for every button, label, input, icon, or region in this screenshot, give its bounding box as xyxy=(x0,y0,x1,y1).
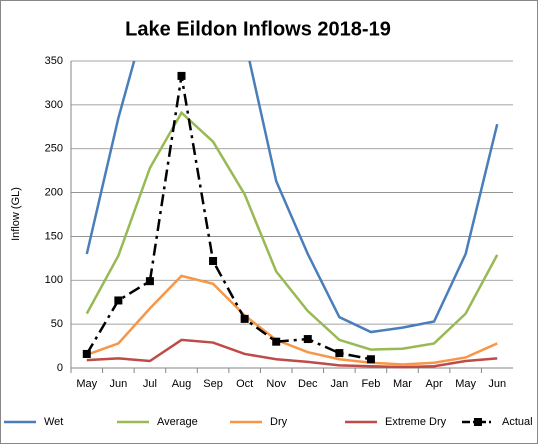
legend-label: Wet xyxy=(44,416,63,428)
y-tick-label: 200 xyxy=(45,186,63,198)
x-tick-label: Nov xyxy=(266,378,286,390)
legend-label: Dry xyxy=(270,416,288,428)
legend-label: Actual xyxy=(502,416,533,428)
series-line xyxy=(86,338,498,369)
series-line xyxy=(85,75,372,361)
point-marker xyxy=(240,314,249,323)
point-marker xyxy=(272,337,281,346)
plot-area xyxy=(82,61,499,369)
series-line xyxy=(86,274,498,366)
series-line xyxy=(85,61,499,334)
y-tick-label: 150 xyxy=(45,230,63,242)
chart-title: Lake Eildon Inflows 2018-19 xyxy=(125,18,391,40)
x-tick-label: Feb xyxy=(361,378,380,390)
x-tick-label: Sep xyxy=(203,378,223,390)
x-tick-label: Dec xyxy=(298,378,318,390)
point-marker xyxy=(335,349,344,358)
x-tick-label: Apr xyxy=(426,378,443,390)
legend-label: Extreme Dry xyxy=(385,416,447,428)
point-marker xyxy=(82,349,91,358)
y-tick-label: 50 xyxy=(51,318,63,330)
y-tick-label: 100 xyxy=(45,274,63,286)
series-line xyxy=(85,110,499,351)
point-marker xyxy=(114,296,123,305)
y-tick-label: 0 xyxy=(57,362,63,374)
point-marker xyxy=(177,71,186,80)
x-tick-label: Jan xyxy=(330,378,348,390)
point-marker xyxy=(145,277,154,286)
x-tick-label: Aug xyxy=(172,378,192,390)
legend-label: Average xyxy=(157,416,198,428)
point-marker xyxy=(366,355,375,364)
y-tick-label: 250 xyxy=(45,143,63,155)
x-tick-label: May xyxy=(455,378,476,390)
x-tick-label: Jun xyxy=(488,378,506,390)
legend-marker xyxy=(474,418,482,426)
x-tick-label: May xyxy=(76,378,97,390)
grid xyxy=(70,60,513,373)
x-tick-label: Jul xyxy=(143,378,157,390)
x-tick-label: Jun xyxy=(109,378,127,390)
x-tick-label: Mar xyxy=(393,378,412,390)
point-marker xyxy=(209,256,218,265)
legend: Wet Average Dry Extreme Dry Actual xyxy=(4,416,533,428)
y-tick-label: 350 xyxy=(45,55,63,67)
y-axis-title: Inflow (GL) xyxy=(10,187,22,241)
point-marker xyxy=(303,335,312,344)
x-tick-label: Oct xyxy=(236,378,253,390)
y-tick-label: 300 xyxy=(45,99,63,111)
